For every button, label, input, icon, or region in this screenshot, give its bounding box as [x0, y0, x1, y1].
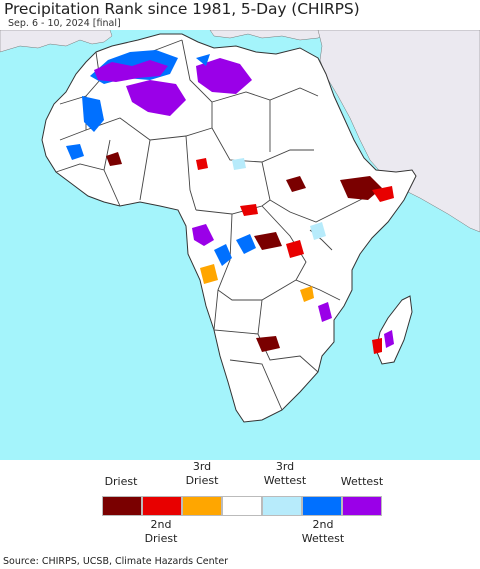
- country-borders: [55, 39, 379, 411]
- swatch-driest: [102, 496, 142, 516]
- date-range: Sep. 6 - 10, 2024 [final]: [8, 18, 121, 29]
- legend-label-2nd-wettest: 2nd Wettest: [301, 518, 345, 545]
- moderately-wet: [232, 158, 326, 240]
- legend-label-wettest: Wettest: [340, 475, 384, 488]
- legend-label-driest: Driest: [104, 475, 138, 488]
- legend-label-2nd-driest: 2nd Driest: [144, 518, 178, 545]
- swatch-2nd-driest: [142, 496, 182, 516]
- map-title: Precipitation Rank since 1981, 5-Day (CH…: [4, 0, 360, 18]
- legend-label-3rd-wettest: 3rd Wettest: [263, 460, 307, 487]
- precipitation-rank-map: [0, 30, 480, 460]
- madagascar: [375, 295, 413, 365]
- swatch-3rd-driest: [182, 496, 222, 516]
- legend-label-3rd-driest: 3rd Driest: [185, 460, 219, 487]
- swatch-normal: [222, 496, 262, 516]
- africa-land: [41, 33, 417, 423]
- europe-land: [0, 30, 113, 53]
- swatch-wettest: [342, 496, 382, 516]
- source-credit: Source: CHIRPS, UCSB, Climate Hazards Ce…: [3, 556, 229, 567]
- legend: Driest 3rd Driest 3rd Wettest Wettest 2n…: [0, 460, 480, 550]
- dry-anomalies: [106, 152, 394, 354]
- wet-anomalies: [66, 50, 394, 348]
- swatch-2nd-wettest: [302, 496, 342, 516]
- swatch-3rd-wettest: [262, 496, 302, 516]
